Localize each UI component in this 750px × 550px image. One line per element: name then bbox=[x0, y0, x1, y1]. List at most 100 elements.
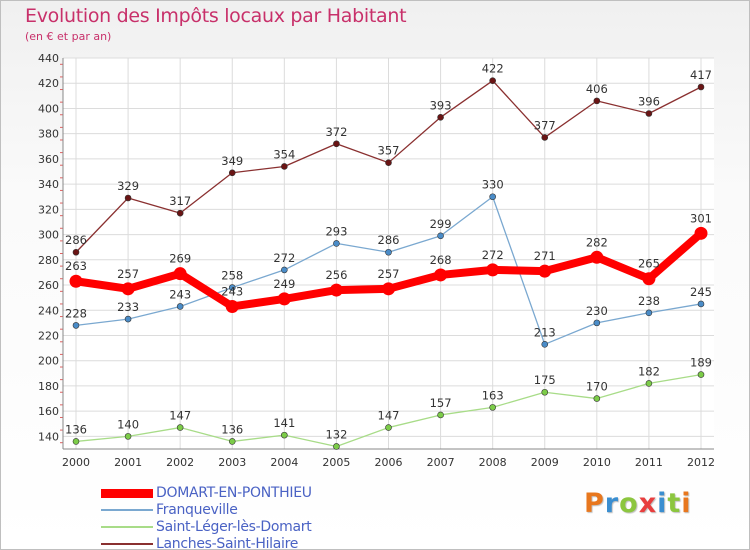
data-point bbox=[385, 424, 392, 431]
y-tick-label: 340 bbox=[38, 178, 59, 191]
data-point bbox=[333, 240, 340, 247]
data-label: 182 bbox=[638, 364, 660, 378]
data-label: 233 bbox=[117, 300, 139, 314]
y-tick-label: 300 bbox=[38, 229, 59, 242]
data-point bbox=[437, 113, 444, 121]
data-point bbox=[176, 209, 184, 217]
logo-letter: i bbox=[657, 488, 668, 519]
legend-label: Franqueville bbox=[156, 502, 238, 518]
data-point bbox=[645, 380, 653, 387]
data-label: 417 bbox=[690, 68, 712, 82]
x-tick-label: 2003 bbox=[218, 456, 246, 469]
data-label: 354 bbox=[273, 147, 295, 161]
data-label: 377 bbox=[534, 118, 556, 132]
data-point bbox=[385, 248, 392, 256]
chart-title: Evolution des Impôts locaux par Habitant bbox=[25, 5, 407, 27]
data-point bbox=[124, 315, 132, 323]
logo-letter: P bbox=[584, 488, 605, 519]
y-tick-label: 440 bbox=[38, 52, 59, 65]
data-point bbox=[642, 272, 656, 286]
data-label: 422 bbox=[482, 62, 504, 76]
data-point bbox=[645, 309, 653, 317]
y-tick-label: 380 bbox=[38, 128, 59, 141]
data-label: 136 bbox=[221, 422, 243, 436]
data-point bbox=[173, 267, 187, 281]
x-tick-label: 2007 bbox=[427, 456, 455, 469]
data-label: 243 bbox=[221, 284, 243, 298]
x-tick-label: 2005 bbox=[322, 456, 350, 469]
x-tick-label: 2002 bbox=[166, 456, 194, 469]
data-label: 189 bbox=[690, 356, 712, 370]
data-label: 272 bbox=[482, 248, 504, 262]
data-point bbox=[72, 322, 80, 329]
data-point bbox=[590, 250, 604, 264]
legend-label: DOMART-EN-PONTHIEU bbox=[156, 485, 312, 501]
data-label: 317 bbox=[169, 194, 191, 208]
x-tick-label: 2000 bbox=[62, 456, 90, 469]
x-tick-label: 2009 bbox=[531, 456, 559, 469]
data-label: 301 bbox=[690, 211, 712, 225]
data-point bbox=[72, 248, 80, 256]
y-tick-label: 400 bbox=[38, 102, 59, 115]
legend-swatch bbox=[101, 526, 153, 528]
x-tick-label: 2006 bbox=[375, 456, 403, 469]
data-label: 136 bbox=[65, 422, 87, 436]
legend-label: Lanches-Saint-Hilaire bbox=[156, 536, 299, 550]
data-point bbox=[385, 159, 392, 166]
data-point bbox=[281, 266, 288, 274]
data-label: 268 bbox=[430, 253, 452, 267]
y-tick-label: 220 bbox=[38, 329, 59, 342]
data-point bbox=[697, 371, 705, 378]
data-label: 271 bbox=[534, 249, 556, 263]
x-tick-label: 2004 bbox=[270, 456, 298, 469]
logo-letter: x bbox=[638, 488, 658, 519]
data-point bbox=[225, 299, 239, 313]
x-tick-label: 2011 bbox=[635, 456, 663, 469]
y-tick-label: 180 bbox=[38, 380, 59, 393]
data-label: 286 bbox=[65, 233, 87, 247]
data-point bbox=[541, 341, 549, 348]
data-label: 213 bbox=[534, 325, 556, 339]
logo-letter: o bbox=[619, 488, 639, 519]
data-label: 393 bbox=[430, 98, 452, 112]
data-label: 257 bbox=[117, 267, 139, 281]
data-label: 357 bbox=[378, 144, 400, 158]
data-point bbox=[541, 134, 549, 141]
data-label: 258 bbox=[221, 269, 243, 283]
data-label: 256 bbox=[325, 268, 347, 282]
data-label: 147 bbox=[378, 409, 400, 423]
data-point bbox=[277, 292, 291, 306]
data-label: 140 bbox=[117, 417, 139, 431]
data-label: 230 bbox=[586, 304, 608, 318]
data-label: 372 bbox=[325, 125, 347, 139]
data-label: 282 bbox=[586, 235, 608, 249]
y-tick-label: 420 bbox=[38, 77, 59, 90]
data-point bbox=[593, 395, 601, 402]
proxiti-logo: Proxiti bbox=[584, 488, 692, 519]
data-label: 147 bbox=[169, 409, 191, 423]
y-tick-label: 160 bbox=[38, 405, 59, 418]
data-label: 157 bbox=[430, 396, 452, 410]
y-tick-label: 140 bbox=[38, 430, 59, 443]
data-point bbox=[69, 274, 83, 288]
data-label: 132 bbox=[325, 427, 347, 441]
data-point bbox=[541, 388, 549, 396]
data-label: 330 bbox=[482, 178, 504, 192]
data-point bbox=[333, 140, 340, 148]
data-labels: 228 2332432582722932862993302132302382451… bbox=[65, 62, 712, 442]
data-point bbox=[281, 163, 288, 170]
data-label: 396 bbox=[638, 94, 660, 108]
line-chart: 140 160 180 200 220 240 260 280 300 320 340 360 380 4… bbox=[38, 52, 715, 469]
y-tick-label: 320 bbox=[38, 203, 59, 216]
data-point bbox=[697, 83, 705, 91]
legend-swatch bbox=[101, 509, 153, 511]
data-point bbox=[176, 424, 184, 431]
data-point bbox=[437, 232, 444, 240]
data-point bbox=[489, 77, 496, 85]
data-point bbox=[697, 300, 705, 308]
data-point bbox=[228, 169, 236, 177]
data-point bbox=[645, 110, 653, 117]
data-label: 329 bbox=[117, 179, 139, 193]
data-label: 272 bbox=[273, 251, 295, 265]
data-label: 141 bbox=[273, 416, 295, 430]
